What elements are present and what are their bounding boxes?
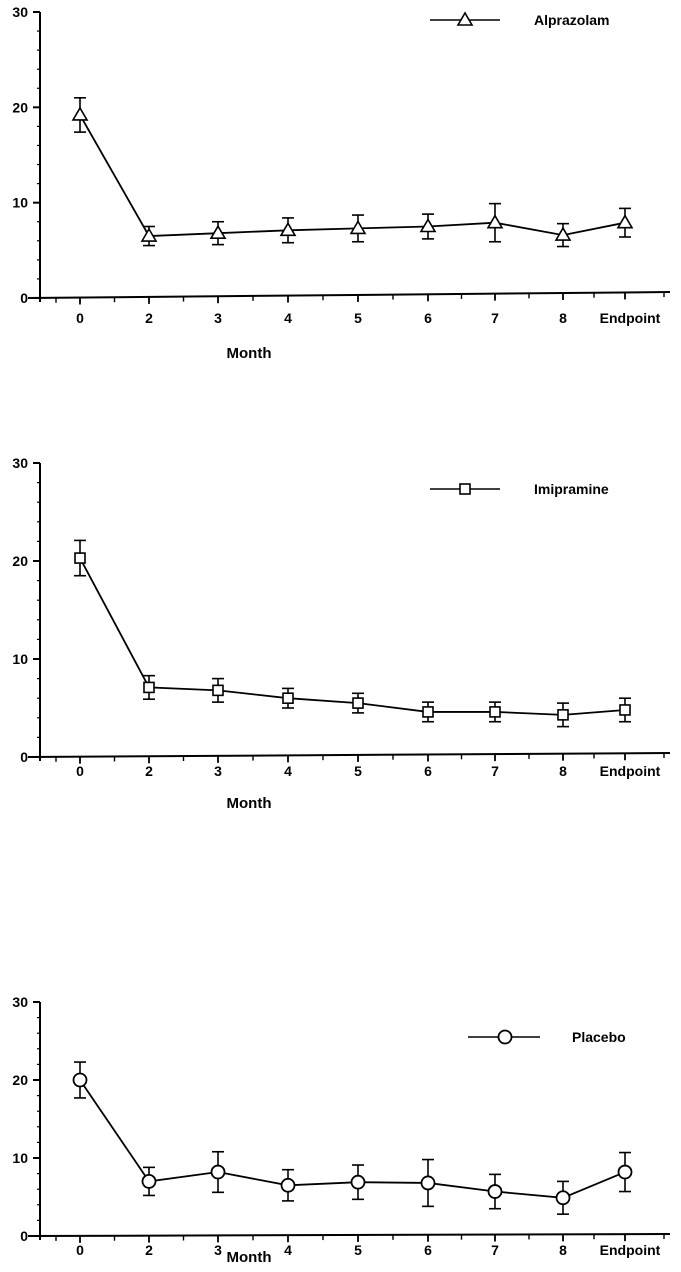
- data-point: [616, 214, 634, 229]
- data-point: [141, 1174, 157, 1189]
- x-tick-label: 6: [424, 763, 432, 779]
- data-point: [210, 1164, 226, 1180]
- x-tick-label: 8: [559, 310, 567, 326]
- x-tick-label: 2: [145, 310, 153, 326]
- y-tick-label: 30: [12, 455, 28, 471]
- legend-marker: [456, 11, 474, 26]
- x-axis-title: Month: [227, 795, 272, 812]
- x-tick-label: 8: [559, 763, 567, 779]
- x-tick-label: 8: [559, 1242, 567, 1258]
- x-tick-label: 5: [354, 763, 362, 779]
- x-tick-label: 7: [491, 763, 499, 779]
- y-tick-label: 10: [12, 195, 28, 211]
- x-tick-label: 4: [284, 1242, 292, 1258]
- data-point: [72, 1072, 88, 1088]
- data-point: [352, 697, 364, 709]
- x-tick-label: 5: [354, 1242, 362, 1258]
- x-tick-label: 3: [214, 310, 222, 326]
- data-point: [489, 706, 501, 718]
- x-tick-label: 0: [76, 310, 84, 326]
- x-tick-label: 6: [424, 310, 432, 326]
- x-tick-label: 3: [214, 1242, 222, 1258]
- x-tick-label: 2: [145, 1242, 153, 1258]
- x-tick-label: 4: [284, 763, 292, 779]
- data-point: [280, 1177, 296, 1193]
- x-tick-label: 7: [491, 1242, 499, 1258]
- chart-panel-1: 0 10 20 30 0 2 3 4 5 6 7 8 Endpoint Month Alprazolam: [12, 4, 671, 362]
- y-tick-label: 0: [20, 749, 28, 765]
- x-tick-label: 0: [76, 763, 84, 779]
- data-point: [209, 224, 227, 239]
- series-imipramine: [74, 539, 631, 728]
- y-tick-label: 20: [12, 99, 28, 115]
- x-tick-label: 4: [284, 310, 292, 326]
- x-tick-label: 5: [354, 310, 362, 326]
- data-point: [486, 214, 504, 229]
- data-point: [143, 681, 155, 694]
- legend-marker: [497, 1029, 513, 1045]
- y-tick-label: 30: [12, 4, 28, 20]
- data-point: [140, 227, 158, 242]
- legend: Alprazolam: [430, 11, 609, 28]
- y-tick-label: 0: [20, 290, 28, 306]
- series-alprazolam: [71, 97, 634, 248]
- data-point: [282, 692, 294, 705]
- series-placebo: [72, 1061, 633, 1215]
- data-point: [349, 219, 367, 235]
- data-point: [420, 1175, 436, 1191]
- y-tick-label: 10: [12, 1150, 28, 1166]
- data-point: [487, 1184, 503, 1199]
- data-point: [554, 226, 572, 241]
- chart-panel-3: 0 10 20 30 0 2 3 4 5 6 7 8 Endpoint Month Placebo: [12, 994, 671, 1266]
- data-point: [279, 221, 297, 237]
- legend-marker: [459, 483, 471, 495]
- series-line: [79, 114, 626, 237]
- data-point: [422, 706, 434, 718]
- data-point: [74, 552, 86, 564]
- data-point: [619, 704, 631, 716]
- data-point: [350, 1174, 366, 1190]
- legend-label: Imipramine: [534, 481, 609, 497]
- chart-panel-2: 0 10 20 30 0 2 3 4 5 6 7 8 Endpoint Month Imipramine: [12, 455, 671, 812]
- x-tick-label: 6: [424, 1242, 432, 1258]
- y-tick-label: 30: [12, 994, 28, 1010]
- x-tick-label: 3: [214, 763, 222, 779]
- x-axis: [27, 752, 671, 758]
- data-point: [557, 709, 569, 721]
- x-tick-label: Endpoint: [600, 310, 661, 326]
- y-tick-label: 20: [12, 1072, 28, 1088]
- data-point: [212, 684, 224, 697]
- x-axis-title: Month: [227, 345, 272, 362]
- x-tick-label: Endpoint: [600, 1242, 661, 1258]
- data-point: [419, 217, 437, 233]
- data-point: [71, 106, 89, 121]
- data-point: [555, 1190, 571, 1206]
- legend: Imipramine: [430, 481, 609, 497]
- legend: Placebo: [468, 1029, 626, 1045]
- x-axis: [27, 291, 671, 299]
- data-point: [617, 1164, 633, 1180]
- y-tick-label: 10: [12, 651, 28, 667]
- x-axis: [27, 1233, 671, 1237]
- x-tick-label: 0: [76, 1242, 84, 1258]
- series-line: [79, 557, 626, 716]
- y-tick-label: 20: [12, 553, 28, 569]
- x-tick-label: Endpoint: [600, 763, 661, 779]
- x-tick-label: 7: [491, 310, 499, 326]
- legend-label: Alprazolam: [534, 12, 609, 28]
- y-tick-label: 0: [20, 1228, 28, 1244]
- x-axis-title: Month: [227, 1249, 272, 1266]
- legend-label: Placebo: [572, 1029, 626, 1045]
- x-tick-label: 2: [145, 763, 153, 779]
